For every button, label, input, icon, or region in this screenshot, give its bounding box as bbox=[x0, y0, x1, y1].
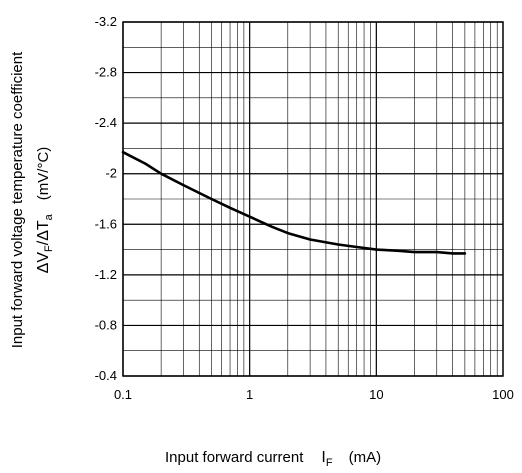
minor-gridlines bbox=[123, 22, 503, 376]
y-tick-label: -2 bbox=[105, 166, 117, 181]
x-tick-label: 10 bbox=[369, 387, 383, 402]
series-layer bbox=[121, 150, 467, 255]
y-axis-title-line2: ΔVF/ΔTa (mV/°C) bbox=[35, 147, 55, 274]
x-tick-label: 1 bbox=[246, 387, 253, 402]
plot-frame bbox=[122, 21, 504, 377]
y-slash-sub: a bbox=[43, 213, 55, 220]
x-tick-labels: 0.1 1 10 100 bbox=[114, 387, 514, 402]
x-tick-label: 100 bbox=[492, 387, 514, 402]
y-axis-title: Input forward voltage temperature coeffi… bbox=[9, 51, 55, 348]
y-slash: /ΔT bbox=[35, 220, 52, 245]
y-axis-title-line1: Input forward voltage temperature coeffi… bbox=[9, 51, 26, 348]
y-tick-label: -1.6 bbox=[95, 216, 117, 231]
x-symbol-sub: F bbox=[326, 457, 333, 469]
y-tick-label: -2.8 bbox=[95, 65, 117, 80]
y-symbol: ΔV bbox=[35, 252, 52, 274]
x-symbol: I bbox=[321, 449, 325, 466]
y-tick-label: -2.4 bbox=[95, 115, 117, 130]
y-unit: (mV/°C) bbox=[35, 147, 52, 201]
y-tick-label: -0.4 bbox=[95, 368, 117, 383]
x-unit: (mA) bbox=[349, 449, 382, 466]
x-axis-title: Input forward current IF (mA) bbox=[165, 449, 381, 469]
x-axis-title-text: Input forward current bbox=[165, 449, 304, 466]
y-tick-label: -1.2 bbox=[95, 267, 117, 282]
x-tick-label: 0.1 bbox=[114, 387, 132, 402]
y-tick-label: -3.2 bbox=[95, 14, 117, 29]
y-symbol-sub: F bbox=[43, 245, 55, 252]
series-line bbox=[121, 150, 467, 255]
y-tick-labels: -3.2 -2.8 -2.4 -2 -1.6 -1.2 -0.8 -0.4 bbox=[95, 14, 117, 383]
y-tick-label: -0.8 bbox=[95, 317, 117, 332]
